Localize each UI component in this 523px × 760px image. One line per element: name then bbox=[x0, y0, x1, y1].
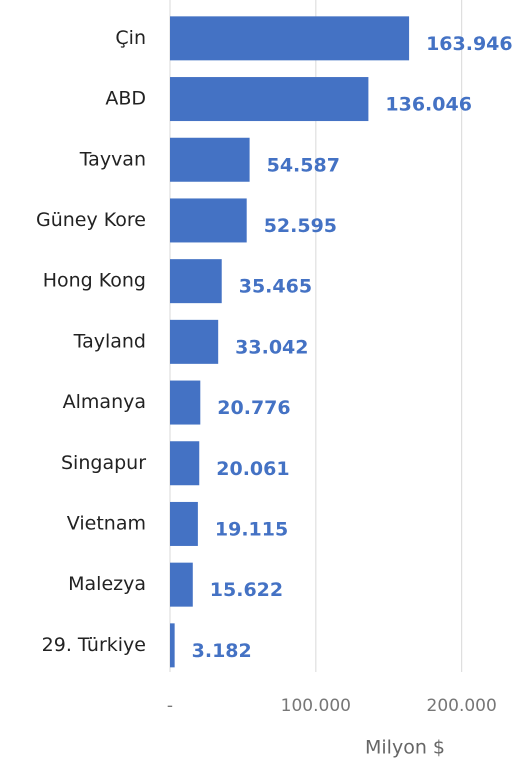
category-label: Vietnam bbox=[67, 512, 146, 534]
bar bbox=[170, 16, 410, 61]
bar bbox=[170, 623, 175, 668]
value-label: 52.595 bbox=[264, 215, 337, 237]
category-label: Hong Kong bbox=[43, 270, 146, 292]
bar bbox=[170, 259, 222, 304]
category-label: 29. Türkiye bbox=[42, 634, 146, 656]
value-label: 15.622 bbox=[210, 579, 283, 601]
bar bbox=[170, 562, 193, 607]
bar bbox=[170, 380, 201, 425]
category-label: Tayland bbox=[73, 330, 146, 352]
x-tick-label: - bbox=[167, 696, 173, 716]
bar bbox=[170, 77, 369, 122]
bar bbox=[170, 137, 250, 182]
x-axis-title: Milyon $ bbox=[365, 737, 445, 759]
category-label: Malezya bbox=[68, 573, 146, 595]
value-label: 20.061 bbox=[216, 458, 289, 480]
bar bbox=[170, 501, 198, 546]
value-label: 19.115 bbox=[215, 518, 288, 540]
bar bbox=[170, 198, 247, 243]
x-tick-label: 200.000 bbox=[427, 696, 497, 716]
value-label: 163.946 bbox=[426, 33, 513, 55]
value-label: 3.182 bbox=[192, 640, 252, 662]
category-label: Almanya bbox=[63, 391, 146, 413]
value-label: 136.046 bbox=[385, 94, 472, 116]
value-label: 20.776 bbox=[217, 397, 290, 419]
category-label: Tayvan bbox=[79, 148, 146, 170]
bar bbox=[170, 319, 219, 364]
category-label: Çin bbox=[115, 27, 146, 49]
value-label: 54.587 bbox=[267, 154, 340, 176]
category-label: Singapur bbox=[61, 452, 146, 474]
category-label: ABD bbox=[105, 88, 146, 110]
value-label: 33.042 bbox=[235, 336, 308, 358]
x-tick-label: 100.000 bbox=[281, 696, 351, 716]
category-label: Güney Kore bbox=[36, 209, 146, 231]
bar bbox=[170, 441, 200, 486]
value-label: 35.465 bbox=[239, 276, 312, 298]
